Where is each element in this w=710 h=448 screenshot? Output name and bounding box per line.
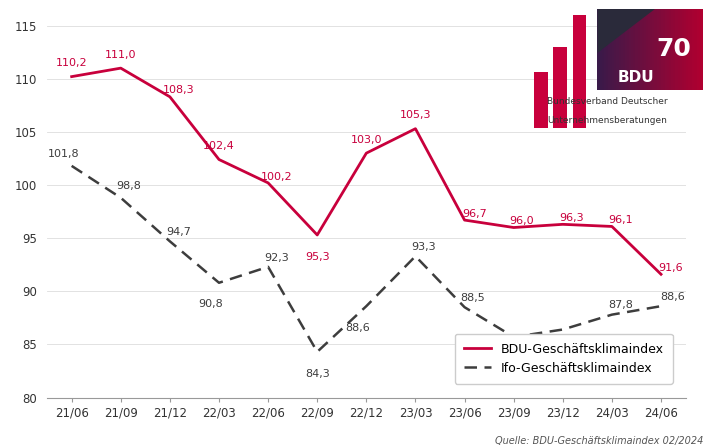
Text: 86,4: 86,4 <box>542 346 567 356</box>
Bar <box>699 9 701 90</box>
Bar <box>597 9 599 90</box>
Text: Unternehmensberatungen: Unternehmensberatungen <box>547 116 667 125</box>
Text: 105,3: 105,3 <box>400 110 431 121</box>
Bar <box>694 9 697 90</box>
Bar <box>640 9 642 90</box>
Bar <box>625 9 627 90</box>
Bar <box>686 9 688 90</box>
Bar <box>599 9 601 90</box>
Bar <box>679 9 682 90</box>
Text: 84,3: 84,3 <box>305 369 329 379</box>
Bar <box>631 9 633 90</box>
Bar <box>610 9 612 90</box>
Bar <box>671 9 673 90</box>
Text: 91,6: 91,6 <box>658 263 683 273</box>
Text: 111,0: 111,0 <box>105 50 136 60</box>
Bar <box>553 47 567 128</box>
Bar <box>663 9 665 90</box>
Bar <box>623 9 625 90</box>
Bar <box>657 9 659 90</box>
Text: 102,4: 102,4 <box>203 141 235 151</box>
Text: 110,2: 110,2 <box>56 58 87 68</box>
Polygon shape <box>597 9 655 53</box>
Bar <box>673 9 675 90</box>
Bar <box>616 9 618 90</box>
Text: Bundesverband Deutscher: Bundesverband Deutscher <box>547 97 667 106</box>
Text: 95,3: 95,3 <box>305 252 329 262</box>
Text: 100,2: 100,2 <box>261 172 293 181</box>
Text: 96,1: 96,1 <box>608 215 633 225</box>
Bar <box>655 9 657 90</box>
Text: 103,0: 103,0 <box>351 135 382 145</box>
Bar <box>667 9 669 90</box>
Text: 96,7: 96,7 <box>462 209 486 219</box>
Bar <box>604 9 606 90</box>
Bar <box>690 9 692 90</box>
Bar <box>572 15 586 128</box>
Bar <box>652 9 655 90</box>
Bar <box>701 9 703 90</box>
Bar <box>606 9 608 90</box>
Text: 94,7: 94,7 <box>165 227 191 237</box>
Text: 98,8: 98,8 <box>116 181 141 191</box>
Bar <box>669 9 671 90</box>
Bar <box>646 9 648 90</box>
Text: 88,5: 88,5 <box>461 293 485 303</box>
Text: 90,8: 90,8 <box>198 299 223 310</box>
Text: Quelle: BDU-Geschäftsklimaindex 02/2024: Quelle: BDU-Geschäftsklimaindex 02/2024 <box>495 436 703 446</box>
Bar <box>692 9 694 90</box>
Text: 70: 70 <box>657 37 692 60</box>
Bar <box>648 9 650 90</box>
Text: 88,6: 88,6 <box>346 323 371 333</box>
Bar <box>621 9 623 90</box>
Text: 93,3: 93,3 <box>412 242 436 252</box>
Bar <box>638 9 640 90</box>
Bar <box>650 9 652 90</box>
Bar <box>612 9 614 90</box>
Bar <box>601 9 604 90</box>
Bar <box>642 9 644 90</box>
Bar <box>644 9 646 90</box>
Bar <box>659 9 661 90</box>
Bar <box>635 9 638 90</box>
Bar <box>688 9 690 90</box>
Text: 101,8: 101,8 <box>48 149 79 159</box>
Bar <box>661 9 663 90</box>
Text: 92,3: 92,3 <box>264 253 289 263</box>
Text: 96,3: 96,3 <box>559 213 584 223</box>
Bar <box>697 9 699 90</box>
Bar <box>682 9 684 90</box>
Text: 88,6: 88,6 <box>660 292 684 302</box>
Bar <box>627 9 629 90</box>
Bar <box>629 9 631 90</box>
Text: 96,0: 96,0 <box>510 216 535 226</box>
Bar <box>618 9 621 90</box>
Bar <box>684 9 686 90</box>
Bar <box>677 9 679 90</box>
Bar <box>665 9 667 90</box>
Bar <box>608 9 610 90</box>
Bar <box>675 9 677 90</box>
Bar <box>534 72 547 128</box>
Legend: BDU-Geschäftsklimaindex, Ifo-Geschäftsklimaindex: BDU-Geschäftsklimaindex, Ifo-Geschäftskl… <box>455 334 673 383</box>
Text: 108,3: 108,3 <box>163 86 194 95</box>
Bar <box>614 9 616 90</box>
Bar <box>633 9 635 90</box>
Text: BDU: BDU <box>618 70 654 86</box>
Text: 85,7: 85,7 <box>493 353 518 364</box>
Text: 87,8: 87,8 <box>608 301 633 310</box>
